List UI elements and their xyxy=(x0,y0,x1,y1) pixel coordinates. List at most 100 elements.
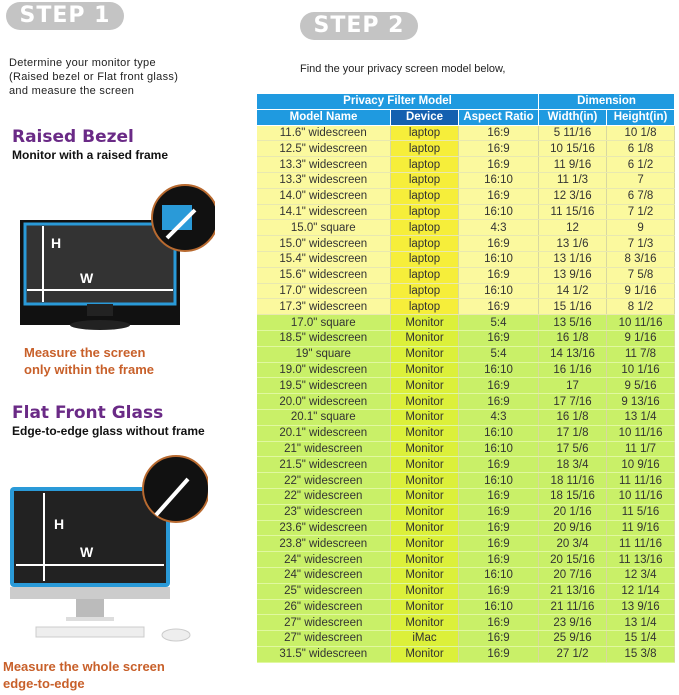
raised-bezel-subtitle: Monitor with a raised frame xyxy=(12,148,169,162)
device-cell: Monitor xyxy=(390,535,459,553)
group-header-model: Privacy Filter Model xyxy=(255,93,540,110)
device-cell: laptop xyxy=(390,235,459,252)
raised-bezel-monitor-illustration: H W xyxy=(20,184,215,330)
aspect-ratio-cell: 16:9 xyxy=(458,456,540,474)
width-cell: 20 15/16 xyxy=(538,551,608,568)
model-name-cell: 18.5" widescreen xyxy=(256,330,391,347)
height-cell: 11 13/16 xyxy=(606,551,676,568)
table-row: 24" widescreen Monitor 16:9 20 15/16 11 13/1… xyxy=(256,551,676,568)
model-name-cell: 17.0" widescreen xyxy=(256,283,391,300)
height-cell: 6 1/2 xyxy=(606,156,676,173)
table-row: 25" widescreen Monitor 16:9 21 13/16 12 1/14 xyxy=(256,583,676,600)
device-cell: laptop xyxy=(390,267,459,284)
height-cell: 10 9/16 xyxy=(606,456,676,474)
width-cell: 18 3/4 xyxy=(538,456,608,474)
height-cell: 10 11/16 xyxy=(606,425,676,442)
model-name-cell: 20.1" square xyxy=(256,409,391,426)
height-label: H xyxy=(51,235,61,251)
table-row: 24" widescreen Monitor 16:10 20 7/16 12 3/4 xyxy=(256,567,676,584)
height-cell: 7 1/2 xyxy=(606,204,676,221)
model-name-cell: 21" widescreen xyxy=(256,441,391,458)
model-name-cell: 15.0" widescreen xyxy=(256,235,391,252)
aspect-ratio-cell: 16:10 xyxy=(458,204,540,221)
width-cell: 13 1/6 xyxy=(538,235,608,252)
height-cell: 10 1/8 xyxy=(606,125,676,142)
height-cell: 7 5/8 xyxy=(606,267,676,284)
height-cell: 15 3/8 xyxy=(606,646,676,663)
table-row: 13.3" widescreen laptop 16:9 11 9/16 6 1/2 xyxy=(256,156,676,173)
aspect-ratio-cell: 16:10 xyxy=(458,567,540,584)
width-cell: 10 15/16 xyxy=(538,140,608,158)
model-name-cell: 20.0" widescreen xyxy=(256,393,391,410)
device-cell: Monitor xyxy=(390,646,459,663)
table-row: 21" widescreen Monitor 16:10 17 5/6 11 1/7 xyxy=(256,441,676,458)
aspect-ratio-cell: 16:9 xyxy=(458,235,540,252)
step1-badge: STEP 1 xyxy=(6,2,124,30)
device-cell: laptop xyxy=(390,298,459,316)
aspect-ratio-cell: 4:3 xyxy=(458,219,540,237)
device-cell: laptop xyxy=(390,125,459,142)
height-cell: 11 11/16 xyxy=(606,535,676,553)
width-cell: 17 5/6 xyxy=(538,441,608,458)
width-cell: 20 1/16 xyxy=(538,504,608,521)
model-name-cell: 12.5" widescreen xyxy=(256,140,391,158)
aspect-ratio-cell: 16:9 xyxy=(458,393,540,410)
device-cell: Monitor xyxy=(390,551,459,568)
width-cell: 12 xyxy=(538,219,608,237)
device-cell: laptop xyxy=(390,188,459,205)
height-cell: 9 xyxy=(606,219,676,237)
model-name-cell: 26" widescreen xyxy=(256,599,391,616)
height-cell: 13 1/4 xyxy=(606,409,676,426)
aspect-ratio-cell: 16:9 xyxy=(458,140,540,158)
width-cell: 17 xyxy=(538,377,608,395)
height-cell: 11 11/16 xyxy=(606,472,676,489)
aspect-ratio-cell: 16:9 xyxy=(458,520,540,537)
col-header-device: Device xyxy=(390,108,459,126)
table-row: 14.0" widescreen laptop 16:9 12 3/16 6 7/8 xyxy=(256,188,676,205)
height-cell: 10 11/16 xyxy=(606,314,676,331)
col-header-aspect-ratio: Aspect Ratio xyxy=(457,108,540,126)
height-cell: 6 1/8 xyxy=(606,140,676,158)
table-row: 19.5" widescreen Monitor 16:9 17 9 5/16 xyxy=(256,377,676,395)
height-cell: 15 1/4 xyxy=(606,630,676,647)
table-row: 19.0" widescreen Monitor 16:10 16 1/16 10 1/… xyxy=(256,362,676,379)
raised-bezel-title: Raised Bezel xyxy=(12,127,134,147)
width-cell: 21 13/16 xyxy=(538,583,608,600)
group-header-dimension: Dimension xyxy=(538,93,676,110)
aspect-ratio-cell: 16:9 xyxy=(458,188,540,205)
width-cell: 20 3/4 xyxy=(538,535,608,553)
width-cell: 16 1/8 xyxy=(538,330,608,347)
model-name-cell: 13.3" widescreen xyxy=(256,156,391,173)
device-cell: Monitor xyxy=(390,472,459,489)
height-cell: 10 11/16 xyxy=(606,488,676,505)
table-row: 15.6" widescreen laptop 16:9 13 9/16 7 5/8 xyxy=(256,267,676,284)
device-cell: laptop xyxy=(390,219,459,237)
aspect-ratio-cell: 16:9 xyxy=(458,330,540,347)
width-cell: 16 1/16 xyxy=(538,362,608,379)
aspect-ratio-cell: 16:10 xyxy=(458,599,540,616)
width-label: W xyxy=(80,270,94,286)
model-name-cell: 27" widescreen xyxy=(256,630,391,647)
height-cell: 11 5/16 xyxy=(606,504,676,521)
model-name-cell: 20.1" widescreen xyxy=(256,425,391,442)
aspect-ratio-cell: 16:9 xyxy=(458,488,540,505)
device-cell: Monitor xyxy=(390,393,459,410)
aspect-ratio-cell: 16:10 xyxy=(458,251,540,268)
model-name-cell: 19.5" widescreen xyxy=(256,377,391,395)
aspect-ratio-cell: 16:9 xyxy=(458,630,540,647)
table-row: 18.5" widescreen Monitor 16:9 16 1/8 9 1/16 xyxy=(256,330,676,347)
height-cell: 6 7/8 xyxy=(606,188,676,205)
width-cell: 13 9/16 xyxy=(538,267,608,284)
device-cell: Monitor xyxy=(390,425,459,442)
device-cell: Monitor xyxy=(390,314,459,331)
model-name-cell: 14.1" widescreen xyxy=(256,204,391,221)
table-row: 27" widescreen iMac 16:9 25 9/16 15 1/4 xyxy=(256,630,676,647)
height-cell: 7 xyxy=(606,172,676,189)
device-cell: laptop xyxy=(390,156,459,173)
device-cell: Monitor xyxy=(390,377,459,395)
device-cell: Monitor xyxy=(390,362,459,379)
table-row: 15.0" square laptop 4:3 12 9 xyxy=(256,219,676,237)
height-cell: 9 13/16 xyxy=(606,393,676,410)
height-cell: 9 5/16 xyxy=(606,377,676,395)
model-name-cell: 15.4" widescreen xyxy=(256,251,391,268)
